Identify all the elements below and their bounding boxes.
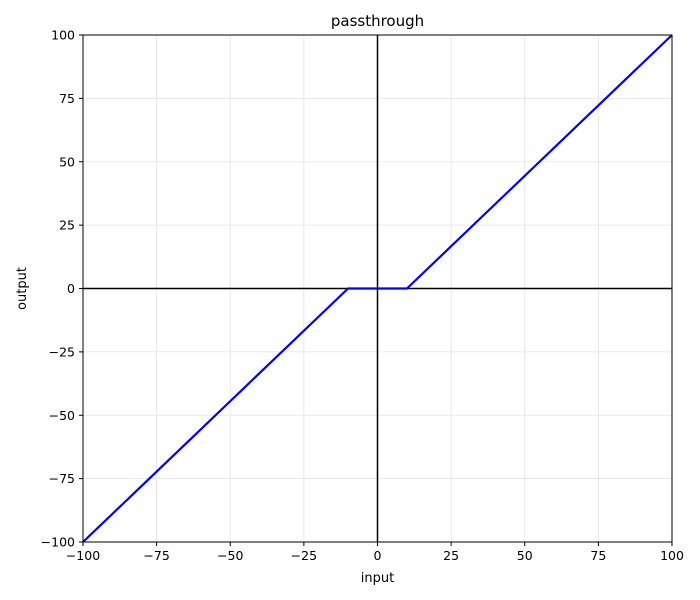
chart-title: passthrough — [331, 12, 424, 30]
x-tick-label: −25 — [291, 548, 317, 563]
y-tick-label: −25 — [49, 344, 75, 359]
y-tick-label: 50 — [59, 154, 75, 169]
x-tick-label: −50 — [217, 548, 243, 563]
x-tick-label: −75 — [143, 548, 169, 563]
x-tick-label: 0 — [374, 548, 382, 563]
y-tick-label: 25 — [59, 218, 75, 233]
y-tick-label: 75 — [59, 91, 75, 106]
y-tick-label: −50 — [49, 408, 75, 423]
x-axis-label: input — [361, 571, 394, 586]
series-line — [82, 34, 673, 543]
series-layer — [82, 34, 673, 543]
x-ticks: −100 −75 −50 −25 0 25 50 75 100 — [66, 542, 684, 563]
x-tick-label: 100 — [660, 548, 684, 563]
x-tick-label: 50 — [517, 548, 533, 563]
y-ticks: −100 −75 −50 −25 0 25 50 75 100 — [41, 28, 83, 550]
y-tick-label: 100 — [51, 28, 75, 43]
y-axis-label: output — [15, 267, 30, 310]
y-tick-label: −100 — [41, 535, 75, 550]
x-tick-label: 25 — [443, 548, 459, 563]
x-tick-label: −100 — [66, 548, 100, 563]
y-tick-label: −75 — [49, 471, 75, 486]
y-tick-label: 0 — [67, 281, 75, 296]
x-tick-label: 75 — [590, 548, 606, 563]
